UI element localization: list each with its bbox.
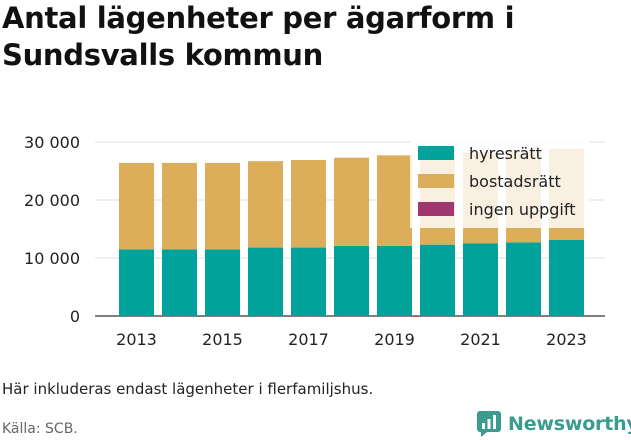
legend-swatch <box>418 202 454 216</box>
y-tick-label: 0 <box>70 307 80 326</box>
bar-hyresrätt-2020 <box>420 244 455 316</box>
x-axis: 2013 2015 2017 2019 2021 2023 <box>116 330 587 349</box>
bar-bostadsrätt-2017 <box>291 159 326 248</box>
brand-name: Newsworthy <box>508 413 631 435</box>
newsworthy-logo[interactable]: Newsworthy <box>476 408 631 440</box>
bar-hyresrätt-2014 <box>162 249 197 316</box>
bar-bostadsrätt-2019 <box>377 155 412 246</box>
source-text: Källa: SCB. <box>2 421 78 437</box>
chart-note: Här inkluderas endast lägenheter i flerf… <box>2 380 374 398</box>
legend-label: hyresrätt <box>469 144 542 163</box>
bar-hyresrätt-2013 <box>119 249 154 316</box>
bar-bostadsrätt-2013 <box>119 162 154 250</box>
bar-hyresrätt-2022 <box>506 242 541 316</box>
x-tick-label: 2015 <box>202 330 243 349</box>
legend: hyresrätt bostadsrätt ingen uppgift <box>410 140 590 228</box>
bar-bostadsrätt-2015 <box>205 162 240 250</box>
y-tick-label: 10 000 <box>24 249 80 268</box>
y-tick-label: 20 000 <box>24 191 80 210</box>
legend-swatch <box>418 146 454 160</box>
legend-label: bostadsrätt <box>469 172 561 191</box>
chart-title: Antal lägenheter per ägarform i Sundsval… <box>2 1 515 72</box>
bar-hyresrätt-2017 <box>291 247 326 316</box>
y-axis: 0 10 000 20 000 30 000 <box>24 133 80 326</box>
x-tick-label: 2017 <box>288 330 329 349</box>
bar-hyresrätt-2019 <box>377 245 412 316</box>
bar-bostadsrätt-2016 <box>248 161 283 248</box>
bar-bostadsrätt-2018 <box>334 157 369 246</box>
bar-hyresrätt-2018 <box>334 245 369 316</box>
bar-bostadsrätt-2014 <box>162 162 197 250</box>
bar-hyresrätt-2016 <box>248 247 283 316</box>
x-tick-label: 2021 <box>460 330 501 349</box>
newsworthy-logo-icon <box>477 411 501 437</box>
x-tick-label: 2013 <box>116 330 157 349</box>
x-tick-label: 2023 <box>546 330 587 349</box>
legend-label: ingen uppgift <box>469 200 576 219</box>
x-tick-label: 2019 <box>374 330 415 349</box>
bar-hyresrätt-2023 <box>549 240 584 316</box>
y-tick-label: 30 000 <box>24 133 80 152</box>
bar-hyresrätt-2015 <box>205 249 240 316</box>
legend-swatch <box>418 174 454 188</box>
bar-hyresrätt-2021 <box>463 243 498 316</box>
